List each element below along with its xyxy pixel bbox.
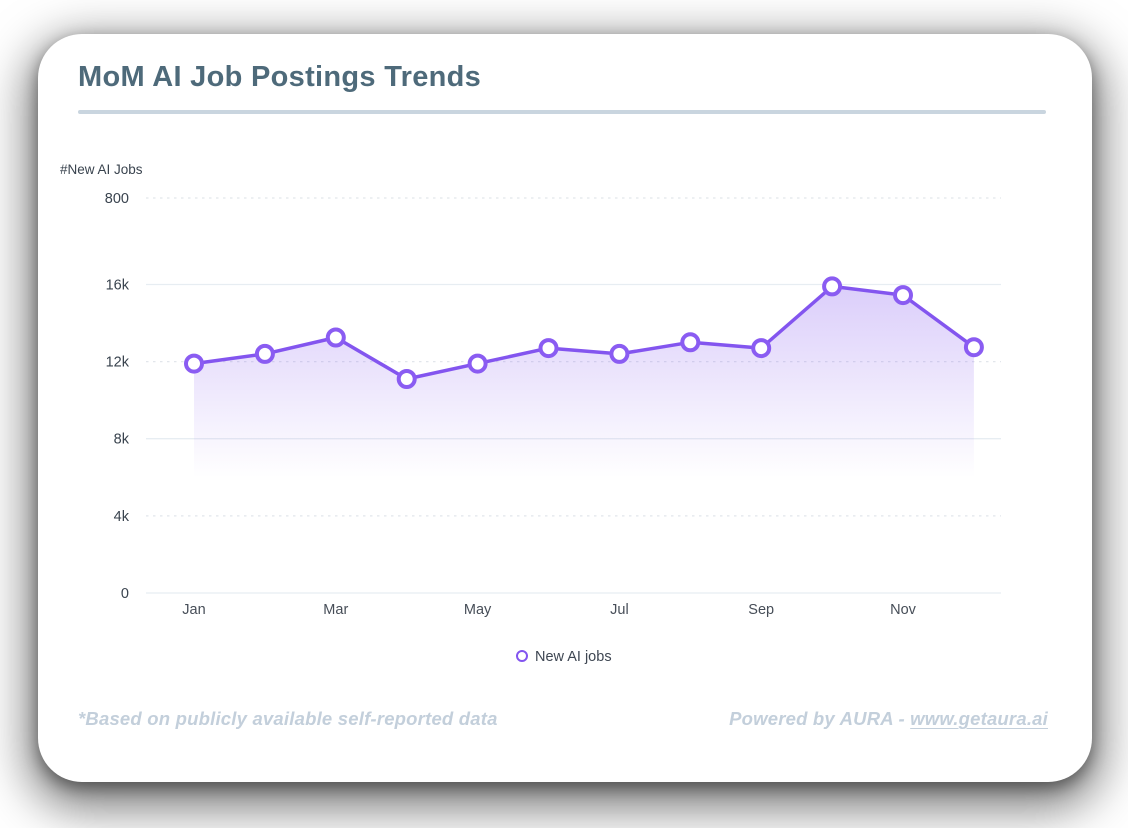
footnote: *Based on publicly available self-report… [78, 708, 498, 729]
data-point-marker[interactable] [822, 276, 843, 297]
data-point-marker[interactable] [396, 369, 417, 389]
title-divider [78, 110, 1046, 114]
y-tick-label: 8k [114, 432, 130, 448]
x-tick-label: Nov [890, 602, 917, 618]
chart-area: 0 4k 8k 12k 16k 800 #New AI Jobs Jan Mar May Jul Se… [38, 154, 1090, 714]
x-tick-label: Sep [748, 602, 774, 618]
y-tick-label: 0 [121, 586, 129, 602]
data-point-marker[interactable] [609, 343, 630, 364]
report-card: MoM AI Job Postings Trends 0 4k 8k 12k 16k 80… [38, 34, 1092, 782]
powered-by-link[interactable]: www.getaura.ai [910, 708, 1048, 729]
legend-label[interactable]: New AI jobs [535, 649, 612, 665]
page-title: MoM AI Job Postings Trends [78, 61, 482, 93]
series-line [192, 284, 976, 381]
y-tick-label: 4k [114, 509, 130, 525]
data-point-marker[interactable] [893, 285, 913, 306]
data-point-marker[interactable] [680, 332, 701, 353]
y-tick-label: 16k [106, 278, 130, 294]
powered-by: Powered by AURA - www.getaura.ai [729, 708, 1048, 730]
x-tick-label: Mar [323, 602, 348, 618]
data-point-marker[interactable] [325, 327, 346, 348]
data-point-marker[interactable] [963, 337, 984, 358]
y-axis-title: #New AI Jobs [60, 162, 143, 177]
y-tick-label: 800 [105, 191, 129, 207]
legend-marker-icon[interactable] [516, 650, 528, 662]
y-tick-label: 12k [106, 355, 130, 371]
data-point-marker[interactable] [254, 343, 275, 364]
data-point-marker[interactable] [538, 338, 559, 359]
x-tick-label: Jul [610, 602, 629, 618]
footer: *Based on publicly available self-report… [78, 708, 1048, 730]
data-point-marker[interactable] [751, 338, 772, 359]
chart-svg: 0 4k 8k 12k 16k 800 #New AI Jobs Jan Mar May Jul Se… [60, 162, 1001, 665]
x-tick-label: May [464, 602, 492, 618]
data-point-marker[interactable] [184, 353, 204, 374]
powered-by-text: Powered by AURA - [729, 708, 911, 729]
x-tick-label: Jan [182, 602, 205, 618]
data-point-marker[interactable] [467, 353, 488, 374]
series-area [194, 286, 974, 480]
